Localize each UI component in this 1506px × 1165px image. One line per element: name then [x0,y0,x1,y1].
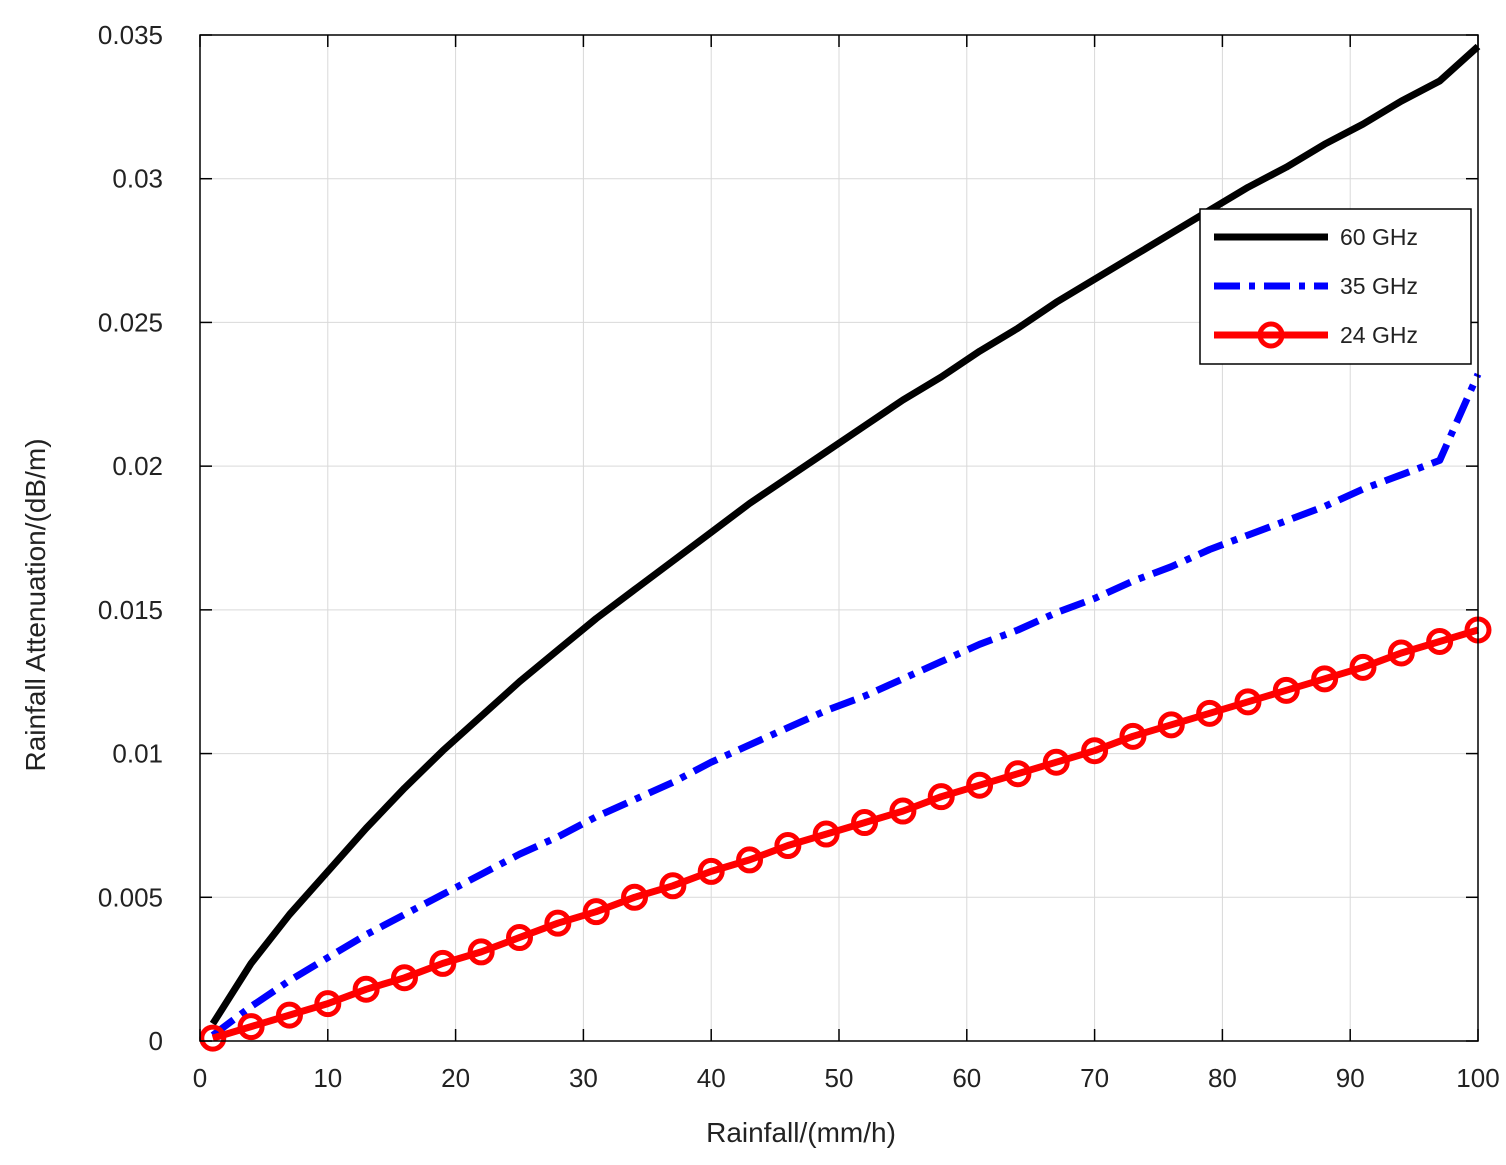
data-point-24-ghz [889,797,917,825]
legend: 60 GHz 35 GHz 24 GHz [1199,208,1472,365]
data-point-24-ghz [352,975,380,1003]
y-tick-label: 0.035 [98,20,163,50]
data-point-24-ghz [621,883,649,911]
data-point-24-ghz [1196,699,1224,727]
x-tick-label: 40 [697,1063,726,1093]
data-point-24-ghz [275,1001,303,1029]
x-tick-label: 10 [313,1063,342,1093]
data-point-24-ghz [1426,627,1454,655]
data-point-24-ghz [1157,711,1185,739]
y-tick-label: 0.015 [98,595,163,625]
data-point-24-ghz [1042,748,1070,776]
data-point-24-ghz [659,872,687,900]
y-axis-label: Rainfall Attenuation/(dB/m) [20,438,51,771]
data-point-24-ghz [697,857,725,885]
legend-marker-24-ghz [1257,321,1285,349]
data-point-24-ghz [429,949,457,977]
data-point-24-ghz [1272,676,1300,704]
x-tick-label: 100 [1456,1063,1499,1093]
legend-label-60-ghz: 60 GHz [1340,224,1418,250]
legend-box [1199,208,1472,365]
data-point-24-ghz [1234,688,1262,716]
data-point-24-ghz [1004,760,1032,788]
data-point-24-ghz [736,846,764,874]
data-point-24-ghz [467,938,495,966]
data-point-24-ghz [506,924,533,952]
y-tick-label: 0.01 [112,739,163,769]
data-point-24-ghz [774,832,802,860]
x-axis-label: Rainfall/(mm/h) [706,1117,896,1148]
series-line-35-ghz [210,372,1482,1039]
data-point-24-ghz [1311,665,1339,693]
y-tick-label: 0.005 [98,882,163,912]
x-tick-label: 30 [569,1063,598,1093]
data-point-24-ghz [1119,722,1147,750]
y-tick-label: 0.02 [112,451,163,481]
data-point-24-ghz [1081,737,1109,765]
y-tick-label: 0.025 [98,307,163,337]
x-tick-label: 50 [825,1063,854,1093]
x-tick-label: 60 [952,1063,981,1093]
series-line-24-ghz [211,626,1480,1042]
x-tick-label: 90 [1336,1063,1365,1093]
data-point-24-ghz [1349,653,1377,681]
data-point-24-ghz [812,820,840,848]
legend-label-35-ghz: 35 GHz [1340,273,1418,299]
data-point-24-ghz [390,964,418,992]
data-point-24-ghz [237,1013,265,1041]
data-point-24-ghz [1387,639,1415,667]
y-tick-label: 0.03 [112,164,163,194]
data-point-24-ghz [582,898,610,926]
x-tick-label: 70 [1080,1063,1109,1093]
series-line-60-ghz [209,43,1481,1026]
x-tick-label: 80 [1208,1063,1237,1093]
data-point-24-ghz [314,990,342,1018]
axis-ticks: 0 10 20 30 40 50 60 70 80 90 100 0 0.005 0.01 0.015 0.0… [98,20,1500,1093]
data-point-24-ghz [199,1024,227,1052]
legend-label-24-ghz: 24 GHz [1340,322,1418,348]
data-point-24-ghz [966,771,994,799]
x-tick-label: 20 [441,1063,470,1093]
y-tick-label: 0 [149,1026,163,1056]
data-point-24-ghz [544,909,572,937]
x-tick-label: 0 [193,1063,207,1093]
series-layer [199,43,1492,1052]
data-point-24-ghz [927,783,955,811]
data-point-24-ghz [851,809,879,837]
